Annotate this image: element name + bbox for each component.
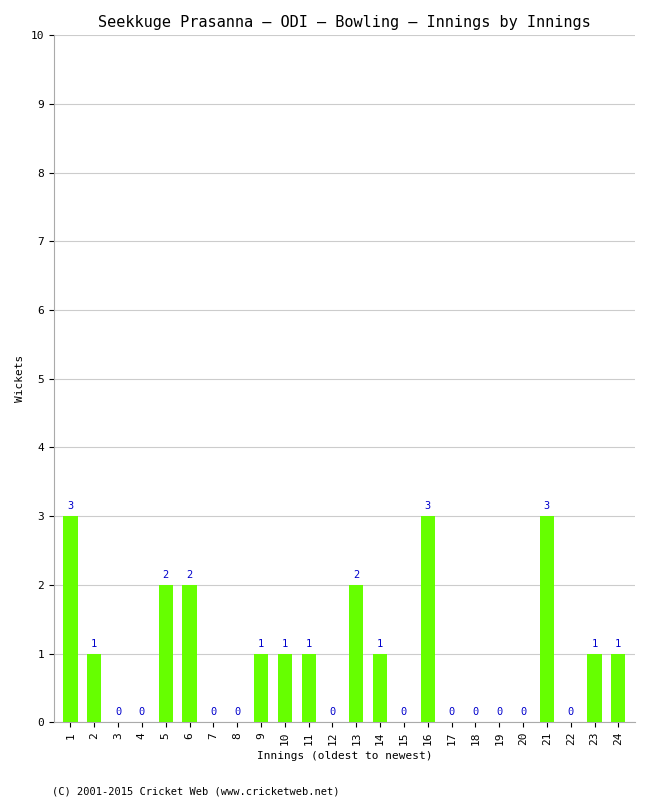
Title: Seekkuge Prasanna – ODI – Bowling – Innings by Innings: Seekkuge Prasanna – ODI – Bowling – Inni… (98, 15, 591, 30)
Bar (540, 516, 554, 722)
Text: 0: 0 (448, 707, 455, 718)
Text: 3: 3 (544, 502, 550, 511)
Bar (349, 585, 363, 722)
Text: 0: 0 (567, 707, 574, 718)
Text: (C) 2001-2015 Cricket Web (www.cricketweb.net): (C) 2001-2015 Cricket Web (www.cricketwe… (52, 786, 339, 796)
Bar (87, 654, 101, 722)
X-axis label: Innings (oldest to newest): Innings (oldest to newest) (257, 751, 432, 761)
Text: 1: 1 (258, 638, 264, 649)
Text: 1: 1 (91, 638, 98, 649)
Bar (278, 654, 292, 722)
Text: 0: 0 (473, 707, 478, 718)
Text: 0: 0 (115, 707, 121, 718)
Bar (183, 585, 197, 722)
Bar (302, 654, 316, 722)
Text: 2: 2 (187, 570, 192, 580)
Text: 1: 1 (281, 638, 288, 649)
Bar (254, 654, 268, 722)
Text: 0: 0 (139, 707, 145, 718)
Text: 3: 3 (68, 502, 73, 511)
Text: 3: 3 (424, 502, 431, 511)
Text: 1: 1 (377, 638, 384, 649)
Bar (159, 585, 173, 722)
Text: 0: 0 (234, 707, 240, 718)
Text: 0: 0 (330, 707, 335, 718)
Text: 1: 1 (592, 638, 597, 649)
Y-axis label: Wickets: Wickets (15, 355, 25, 402)
Bar (63, 516, 77, 722)
Text: 1: 1 (615, 638, 621, 649)
Bar (373, 654, 387, 722)
Bar (611, 654, 625, 722)
Text: 2: 2 (162, 570, 169, 580)
Text: 0: 0 (401, 707, 407, 718)
Text: 1: 1 (306, 638, 312, 649)
Text: 0: 0 (210, 707, 216, 718)
Text: 2: 2 (353, 570, 359, 580)
Bar (421, 516, 435, 722)
Text: 0: 0 (496, 707, 502, 718)
Text: 0: 0 (520, 707, 526, 718)
Bar (588, 654, 602, 722)
